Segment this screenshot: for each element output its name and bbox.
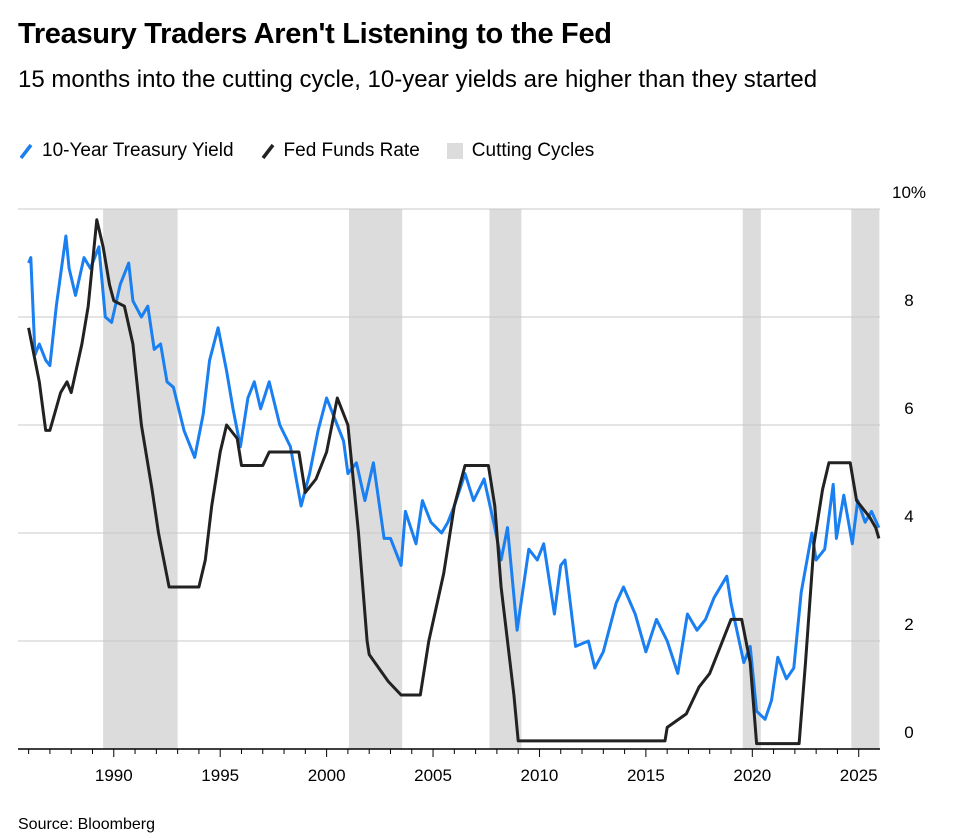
legend-swatch <box>446 143 463 159</box>
source: Source: Bloomberg <box>18 816 155 833</box>
legend-label: 10-Year Treasury Yield <box>42 140 234 161</box>
cutting-cycle <box>742 209 761 749</box>
chart-subtitle: 15 months into the cutting cycle, 10-yea… <box>18 66 818 93</box>
y-tick-label: 2 <box>904 615 913 634</box>
legend-swatch <box>261 143 274 160</box>
chart-title: Treasury Traders Aren't Listening to the… <box>18 18 612 50</box>
y-tick-label: 0 <box>904 723 913 742</box>
x-tick-label: 2015 <box>627 766 665 785</box>
cutting-cycle <box>103 209 178 749</box>
legend-swatch <box>19 143 33 160</box>
legend-item: Fed Funds Rate <box>260 140 420 162</box>
legend-label: Fed Funds Rate <box>283 140 420 161</box>
legend-box <box>446 143 463 159</box>
x-tick-label: 2020 <box>733 766 771 785</box>
cutting-cycle <box>851 209 880 749</box>
y-tick-label: 6 <box>904 399 913 418</box>
x-tick-label: 2010 <box>521 766 559 785</box>
plot: 0 2 4 6 8 10% 1990 1995 2000 2005 2010 2015 2020 2025 <box>18 183 926 785</box>
x-tick-label: 2000 <box>308 766 346 785</box>
legend-line <box>261 143 274 160</box>
y-tick-label: 10% <box>892 183 926 202</box>
x-tick-label: 2005 <box>414 766 452 785</box>
cutting-cycle <box>489 209 522 749</box>
series-line <box>27 234 881 721</box>
legend: 10-Year Treasury Yield Fed Funds Rate Cu… <box>18 140 620 162</box>
legend-label: Cutting Cycles <box>471 140 595 161</box>
y-tick-label: 8 <box>904 291 913 310</box>
legend-line <box>19 143 33 160</box>
x-tick-label: 1995 <box>201 766 239 785</box>
y-tick-label: 4 <box>904 507 913 526</box>
series-line <box>27 218 881 746</box>
legend-item: 10-Year Treasury Yield <box>18 140 234 162</box>
x-tick-label: 2025 <box>840 766 878 785</box>
legend-item: Cutting Cycles <box>446 140 595 162</box>
x-tick-label: 1990 <box>95 766 133 785</box>
